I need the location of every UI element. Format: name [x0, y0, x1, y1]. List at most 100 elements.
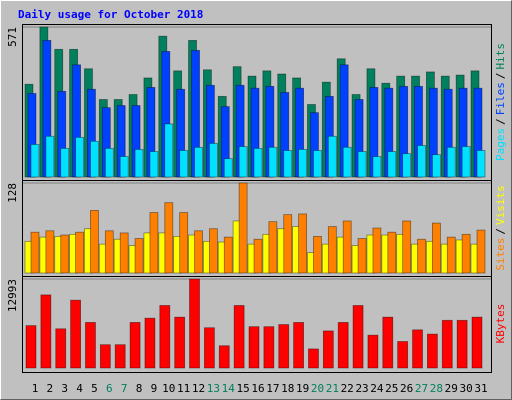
bar — [253, 238, 263, 274]
legend: Pages / Files / Hits — [494, 43, 507, 161]
x-tick-label: 23 — [355, 382, 368, 395]
x-tick-label: 7 — [121, 382, 128, 395]
x-tick-label: 24 — [370, 382, 384, 395]
bar — [164, 123, 174, 178]
bar — [218, 345, 230, 369]
bar — [298, 149, 308, 178]
bar — [134, 238, 144, 274]
bar — [313, 236, 322, 274]
x-tick-label: 30 — [460, 382, 473, 395]
bar — [208, 228, 218, 274]
bar — [99, 344, 111, 369]
x-tick-label: 13 — [207, 382, 220, 395]
bar — [194, 230, 203, 274]
x-tick-label: 14 — [222, 382, 236, 395]
y-tick-label: 12993 — [6, 279, 19, 312]
x-tick-label: 1 — [32, 382, 39, 395]
bar — [342, 220, 352, 274]
bar — [397, 341, 409, 369]
bar — [268, 221, 278, 274]
bar — [402, 220, 412, 274]
x-tick-label: 6 — [106, 382, 113, 395]
x-tick-label: 28 — [430, 382, 443, 395]
bar — [372, 156, 382, 178]
bar — [159, 305, 171, 369]
bar — [90, 140, 99, 178]
x-tick-label: 9 — [151, 382, 158, 395]
bar — [476, 229, 486, 274]
bar — [223, 158, 233, 178]
bar — [174, 316, 186, 369]
bar — [149, 151, 159, 178]
bar — [263, 326, 275, 369]
x-tick-label: 5 — [91, 382, 98, 395]
bar — [189, 278, 200, 369]
bar — [75, 136, 84, 178]
legend-separator: / — [494, 118, 507, 125]
bar — [90, 210, 99, 274]
bar — [104, 147, 114, 178]
bar — [441, 319, 453, 369]
bar — [114, 344, 126, 369]
y-tick-label: 128 — [6, 183, 19, 203]
bar — [208, 142, 218, 178]
bar — [446, 146, 456, 178]
x-tick-label: 3 — [61, 382, 68, 395]
bar — [431, 222, 441, 274]
bar — [387, 231, 397, 274]
bar — [322, 330, 334, 369]
x-tick-label: 8 — [136, 382, 143, 395]
bar — [238, 146, 248, 178]
legend-item: Files — [494, 82, 507, 115]
bar — [431, 154, 441, 178]
legend: KBytes — [494, 304, 507, 344]
bar — [313, 150, 322, 178]
chart-title: Daily usage for October 2018 — [18, 8, 203, 21]
bar — [327, 135, 337, 178]
bar — [85, 322, 96, 369]
x-tick-label: 18 — [281, 382, 294, 395]
x-tick-label: 31 — [474, 382, 487, 395]
bar — [327, 226, 337, 274]
x-tick-label: 4 — [76, 382, 83, 395]
bar — [194, 146, 203, 178]
bar — [30, 144, 40, 178]
bar — [55, 328, 67, 369]
x-tick-label: 26 — [400, 382, 413, 395]
x-tick-label: 25 — [385, 382, 398, 395]
legend-item: Pages — [494, 128, 507, 161]
bar — [25, 325, 37, 369]
x-tick-label: 2 — [47, 382, 54, 395]
bar — [60, 147, 70, 178]
bar — [248, 326, 260, 369]
bar — [426, 333, 438, 369]
bar — [268, 146, 278, 178]
x-tick-label: 19 — [296, 382, 309, 395]
bar — [367, 334, 379, 369]
bar — [129, 322, 141, 369]
legend-separator: / — [494, 228, 507, 235]
x-tick-label: 11 — [177, 382, 190, 395]
bar — [352, 305, 364, 369]
bar — [461, 146, 471, 178]
bar — [30, 231, 40, 274]
bar — [342, 146, 352, 178]
bar — [179, 212, 189, 274]
bar — [144, 317, 156, 369]
x-tick-label: 16 — [251, 382, 264, 395]
legend-item: KBytes — [494, 304, 507, 344]
legend-separator: / — [494, 73, 507, 80]
bar — [253, 147, 263, 178]
bar — [45, 135, 55, 178]
bar — [119, 156, 129, 178]
x-tick-label: 22 — [341, 382, 354, 395]
x-tick-label: 12 — [192, 382, 205, 395]
x-tick-label: 15 — [237, 382, 250, 395]
x-tick-label: 29 — [445, 382, 458, 395]
y-tick-label: 571 — [6, 27, 19, 47]
legend-item: Sites — [494, 238, 507, 271]
bar — [412, 329, 423, 369]
bar — [337, 322, 349, 369]
bar — [446, 236, 456, 274]
